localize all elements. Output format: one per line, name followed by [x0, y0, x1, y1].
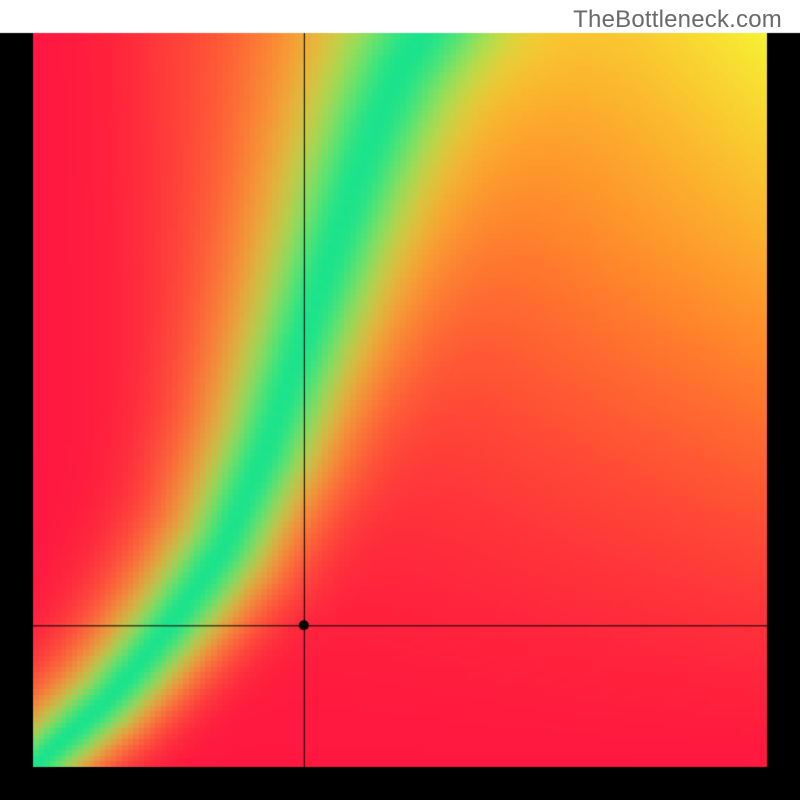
chart-container: { "watermark": "TheBottleneck.com", "can… — [0, 0, 800, 800]
bottleneck-heatmap-canvas — [0, 0, 800, 800]
watermark-text: TheBottleneck.com — [573, 6, 782, 34]
